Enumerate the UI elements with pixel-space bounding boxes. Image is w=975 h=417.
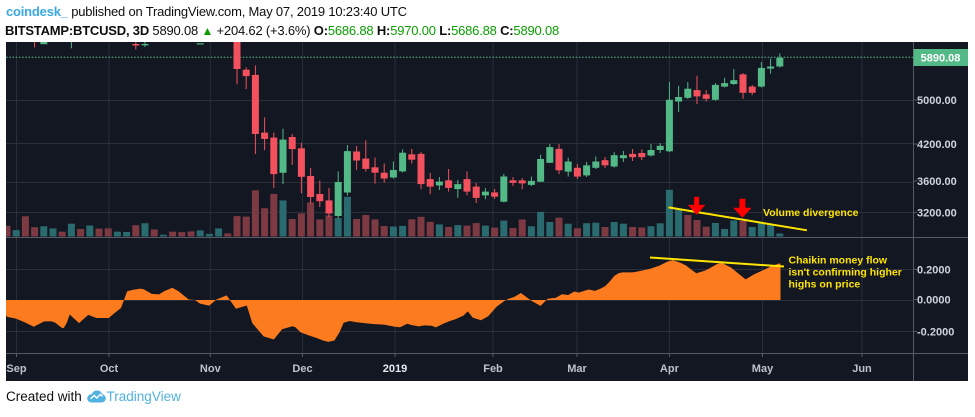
svg-text:-0.2000: -0.2000 [917,327,954,339]
svg-text:0.2000: 0.2000 [917,265,951,277]
svg-text:3600.00: 3600.00 [917,176,957,188]
svg-text:5890.08: 5890.08 [921,53,961,65]
svg-text:highs on price: highs on price [789,279,861,291]
svg-text:Sep: Sep [6,363,26,375]
svg-text:Apr: Apr [660,363,680,375]
svg-text:Mar: Mar [567,363,587,375]
svg-text:May: May [752,363,774,375]
svg-text:Nov: Nov [200,363,222,375]
svg-text:Dec: Dec [292,363,312,375]
svg-text:0.0000: 0.0000 [917,295,951,307]
svg-text:2019: 2019 [383,363,407,375]
svg-text:isn't confirming higher: isn't confirming higher [789,267,902,279]
svg-text:Chaikin money flow: Chaikin money flow [789,255,888,267]
svg-text:Oct: Oct [100,363,119,375]
svg-text:5000.00: 5000.00 [917,95,957,107]
svg-text:4200.00: 4200.00 [917,139,957,151]
svg-text:Volume divergence: Volume divergence [763,207,859,219]
svg-text:3200.00: 3200.00 [917,208,957,220]
svg-text:Jun: Jun [852,363,872,375]
svg-text:Feb: Feb [483,363,503,375]
